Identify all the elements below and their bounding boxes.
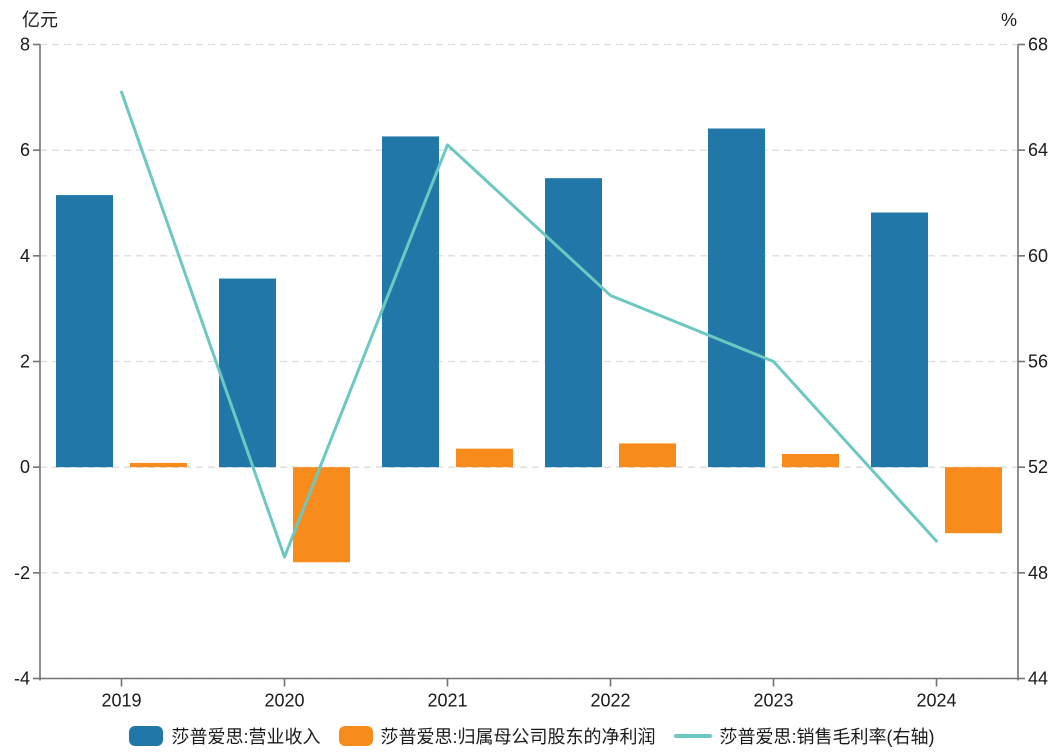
right-tick-label: 52	[1028, 457, 1048, 477]
x-tick-label: 2022	[590, 691, 630, 711]
bar-series-0	[56, 128, 928, 468]
legend-item-revenue: 莎普爱思:营业收入	[129, 723, 321, 749]
left-tick-label: 6	[20, 140, 30, 160]
gross-margin-series-swatch	[673, 734, 712, 738]
gross-margin-line	[120, 90, 938, 559]
bar	[545, 178, 602, 468]
bar	[782, 453, 839, 468]
right-tick-label: 56	[1028, 352, 1048, 372]
right-tick-label: 44	[1028, 669, 1048, 689]
left-tick-label: 4	[20, 246, 30, 266]
bar	[619, 443, 676, 468]
left-tick-label: 2	[20, 352, 30, 372]
bar	[130, 462, 187, 468]
x-tick-label: 2021	[427, 691, 467, 711]
net-profit-series-label: 莎普爱思:归属母公司股东的净利润	[380, 727, 656, 747]
revenue-series-label: 莎普爱思:营业收入	[171, 727, 321, 747]
left-tick-label: 0	[20, 457, 30, 477]
left-tick-label: -2	[14, 563, 30, 583]
legend: 莎普爱思:营业收入 莎普爱思:归属母公司股东的净利润 莎普爱思:销售毛利率(右轴…	[0, 723, 1064, 749]
right-axis-unit-label: %	[1001, 10, 1017, 30]
left-axis-ticks: 8 6 4 2 0 -2 -4	[14, 35, 40, 689]
left-tick-label: 8	[20, 35, 30, 55]
net-profit-series-swatch	[338, 726, 373, 746]
left-axis-unit-label: 亿元	[22, 10, 58, 30]
left-tick-label: -4	[14, 669, 30, 689]
x-tick-label: 2020	[264, 691, 304, 711]
legend-item-net-profit: 莎普爱思:归属母公司股东的净利润	[338, 723, 656, 749]
gross-margin-series-label: 莎普爱思:销售毛利率(右轴)	[719, 727, 935, 747]
x-tick-label: 2019	[101, 691, 141, 711]
bar	[219, 278, 276, 468]
bar	[708, 128, 765, 468]
right-tick-label: 48	[1028, 563, 1048, 583]
legend-item-gross-margin: 莎普爱思:销售毛利率(右轴)	[673, 723, 935, 749]
bar	[945, 467, 1002, 534]
right-tick-label: 60	[1028, 246, 1048, 266]
bar	[871, 212, 928, 468]
right-axis-ticks: 68 64 60 56 52 48 44	[1018, 35, 1048, 689]
x-axis-ticks: 2019 2020 2021 2022 2023 2024	[101, 678, 957, 711]
right-tick-label: 64	[1028, 140, 1048, 160]
x-tick-label: 2024	[916, 691, 956, 711]
bar	[56, 195, 113, 468]
bar	[456, 448, 513, 468]
right-tick-label: 68	[1028, 35, 1048, 55]
revenue-series-swatch	[129, 726, 164, 746]
x-tick-label: 2023	[753, 691, 793, 711]
